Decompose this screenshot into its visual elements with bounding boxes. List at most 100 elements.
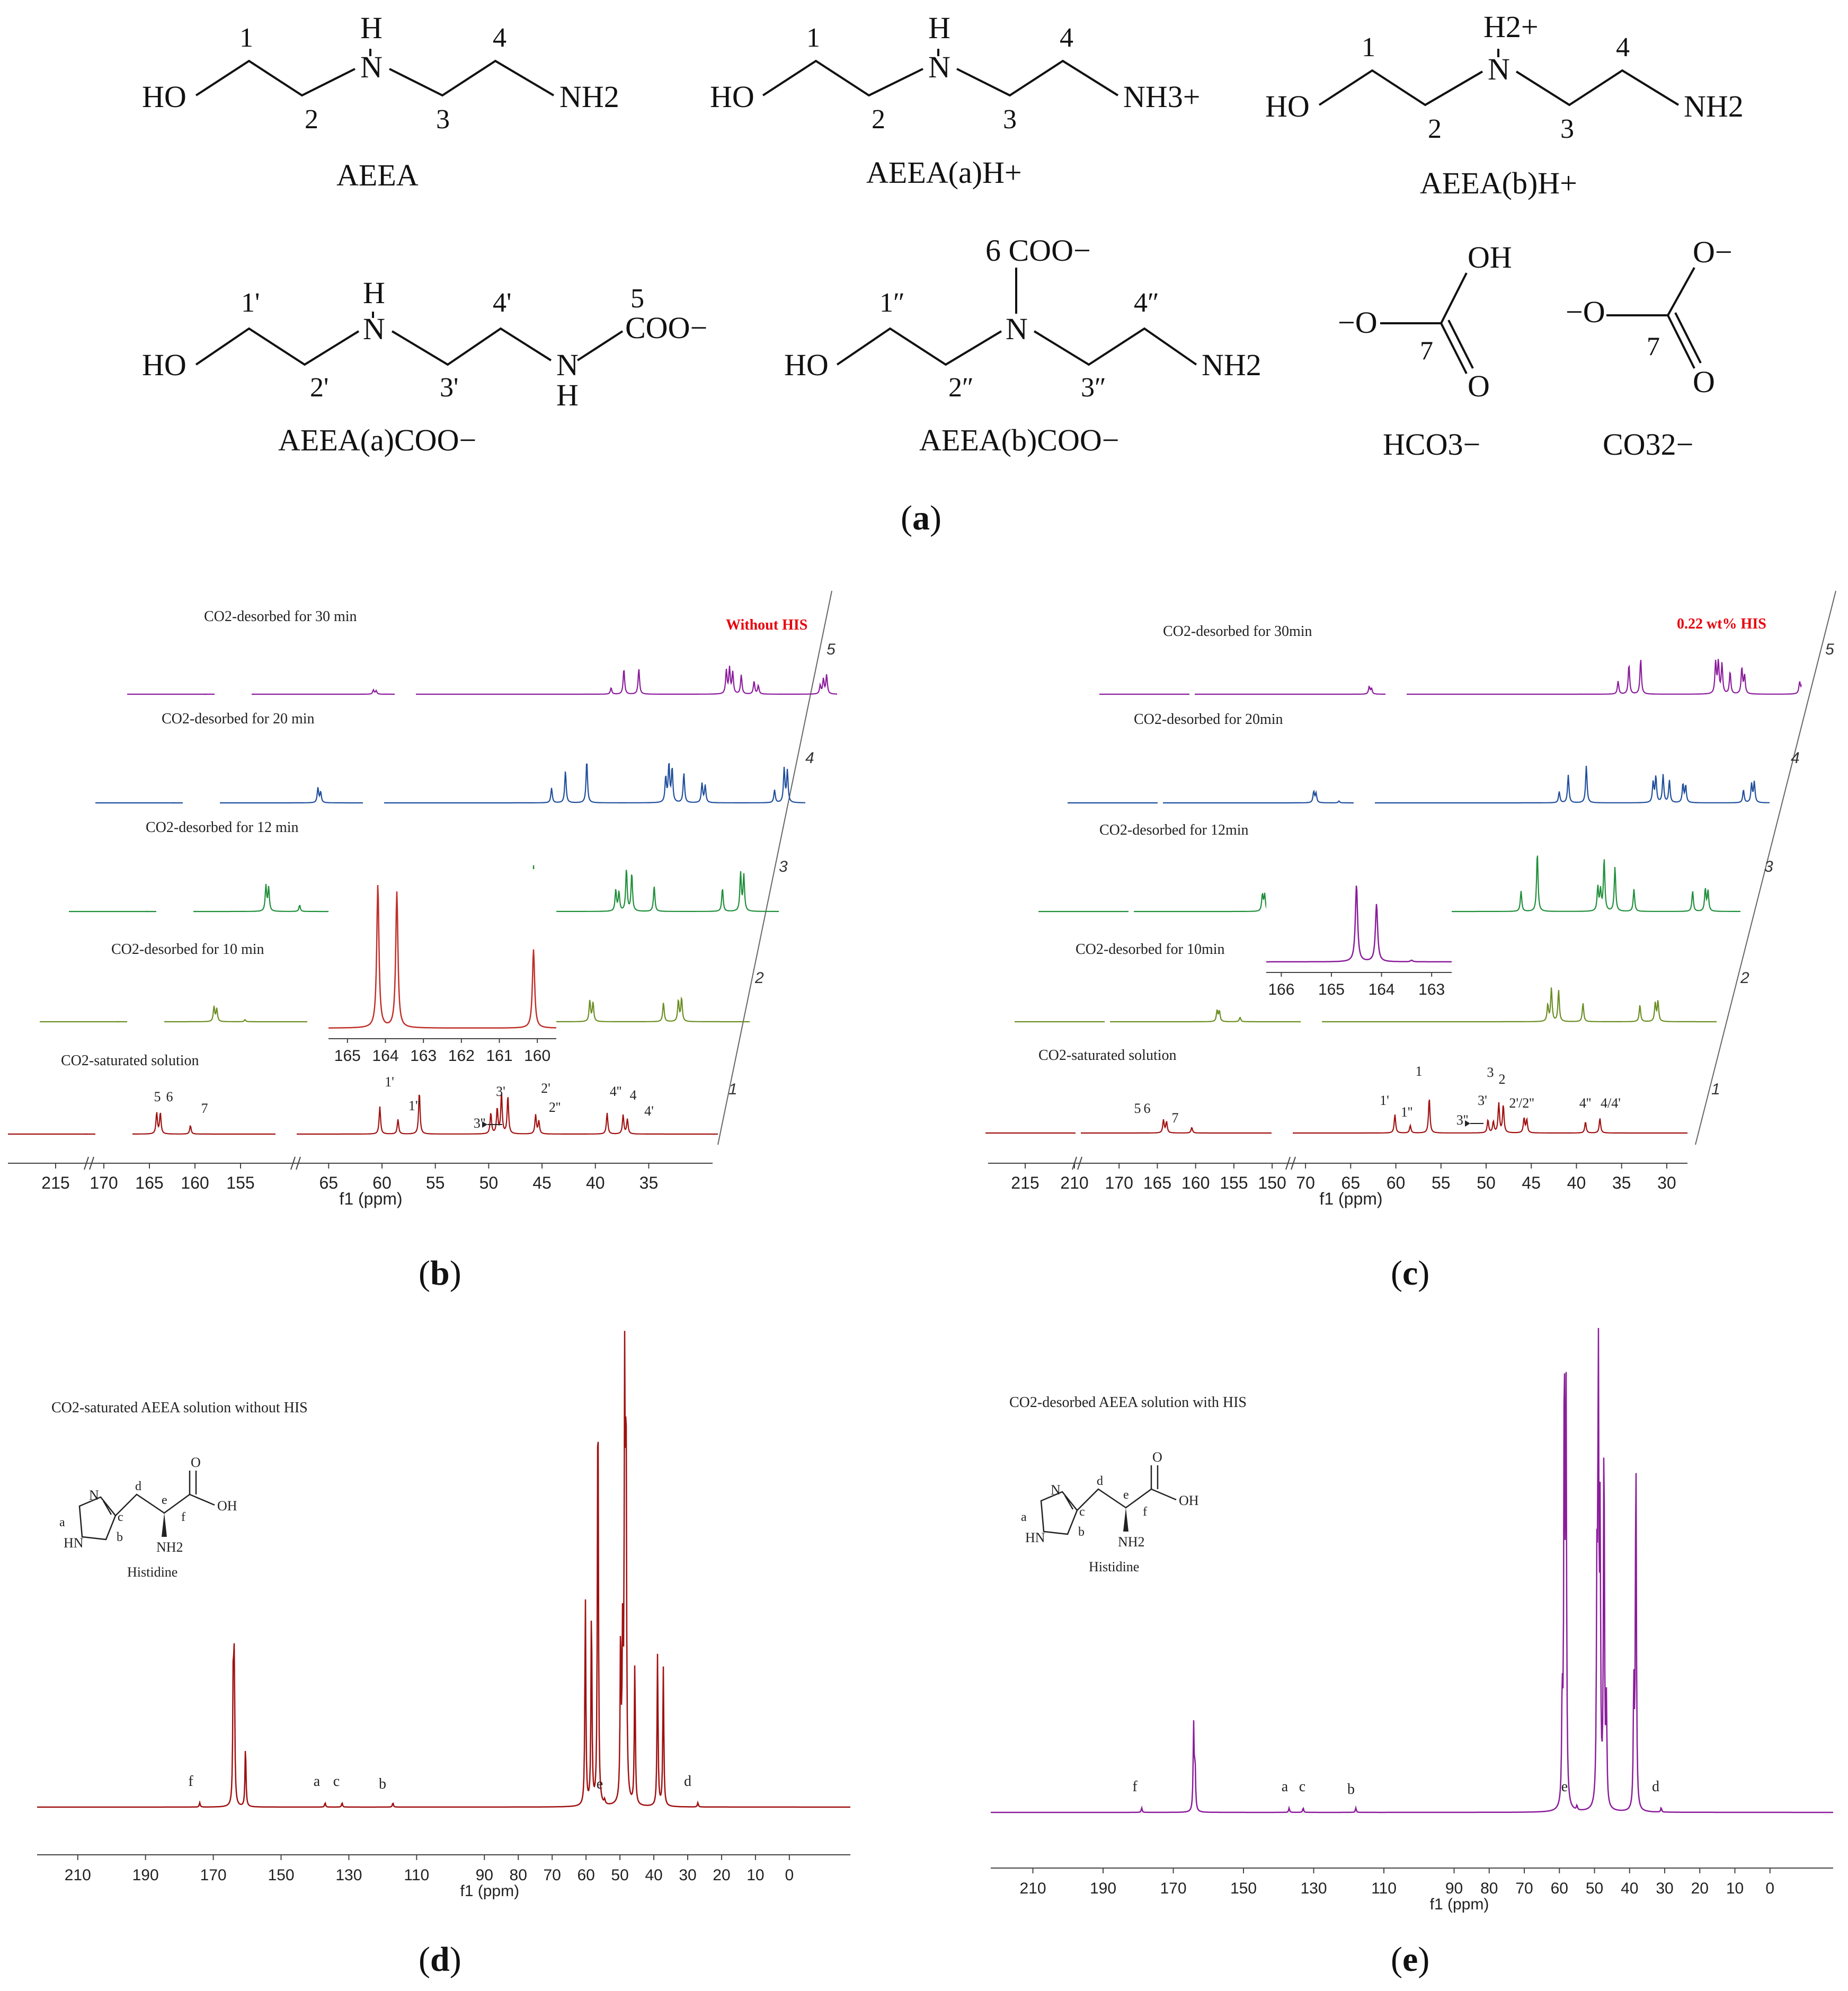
inset-background bbox=[328, 869, 556, 1039]
atom-label: N bbox=[1051, 1482, 1061, 1498]
x-tick-label: 40 bbox=[1621, 1880, 1638, 1897]
atom-label: HN bbox=[1025, 1530, 1045, 1545]
site-label: b bbox=[1078, 1525, 1085, 1539]
structure-aeea-b-coo: HO N 6 COO− NH2 1″ 2″ 3″ 4″ AEEA(b)COO− bbox=[784, 233, 1261, 457]
x-tick-label: 130 bbox=[335, 1866, 362, 1884]
condition-tag: 0.22 wt% HIS bbox=[1677, 616, 1766, 632]
trace-index: 1 bbox=[728, 1081, 738, 1098]
inset-tick-label: 161 bbox=[486, 1047, 512, 1065]
x-tick-label: 20 bbox=[713, 1866, 730, 1884]
x-tick-label: 55 bbox=[1432, 1173, 1451, 1192]
species-name-aeea-a-h: AEEA(a)H+ bbox=[866, 155, 1022, 190]
x-tick-label: 70 bbox=[1515, 1880, 1533, 1897]
spectrum-title: CO2-desorbed AEEA solution with HIS bbox=[1009, 1394, 1247, 1411]
peak-label: 1' bbox=[385, 1074, 394, 1090]
x-tick-label: 190 bbox=[132, 1866, 159, 1884]
x-tick-label: 45 bbox=[1522, 1173, 1541, 1192]
x-tick-label: 60 bbox=[372, 1173, 392, 1192]
spectrum-trace-4 bbox=[1195, 789, 1354, 804]
panel-c-stacked-nmr: 215 210 170 165 160 155 150 70 65 60 55 50 45 40 35 30f… bbox=[985, 590, 1836, 1208]
spectrum-trace-2 bbox=[164, 1005, 307, 1023]
structure-carbonate: −O O− O 7 CO32− bbox=[1566, 235, 1732, 462]
species-name-aeea: AEEA bbox=[336, 158, 419, 192]
peak-label: d bbox=[684, 1773, 691, 1790]
peak-label: f bbox=[188, 1773, 193, 1790]
spectrum-trace-5 bbox=[416, 666, 837, 695]
peak-label: b bbox=[379, 1776, 386, 1792]
locant-5: 5 bbox=[630, 284, 644, 314]
x-tick-label: 80 bbox=[1480, 1880, 1498, 1897]
oh-bond bbox=[1151, 1488, 1177, 1501]
imidazole-ring bbox=[1040, 1491, 1078, 1535]
x-axis-title: f1 (ppm) bbox=[460, 1882, 519, 1900]
trace-index: 2 bbox=[1740, 969, 1749, 987]
peak-label: 6 bbox=[1144, 1101, 1151, 1116]
peak-label: a bbox=[314, 1773, 321, 1790]
spectrum-trace-2 bbox=[1142, 1009, 1301, 1023]
locant-3p: 3' bbox=[440, 373, 458, 403]
panel-label-e: (e) bbox=[1391, 1940, 1430, 1979]
axis-break-mark bbox=[1291, 1156, 1296, 1170]
atom-nh2: NH2 bbox=[1684, 89, 1744, 123]
site-label: a bbox=[1021, 1510, 1027, 1524]
trace-label: CO2-desorbed for 30 min bbox=[204, 608, 357, 625]
structure-aeea: HO N H NH2 1 2 3 4 AEEA bbox=[142, 11, 619, 192]
x-tick-label: 50 bbox=[479, 1173, 499, 1192]
x-tick-label: 35 bbox=[1612, 1173, 1631, 1192]
atom-h: H bbox=[928, 11, 950, 45]
locant-4: 4 bbox=[1060, 23, 1073, 53]
x-tick-label: 165 bbox=[135, 1173, 163, 1192]
imidazole-ring bbox=[78, 1496, 117, 1541]
site-label: c bbox=[1079, 1505, 1085, 1519]
atom-n: N bbox=[1488, 52, 1510, 86]
peak-label: 7 bbox=[201, 1101, 208, 1116]
spectrum-trace-1 bbox=[132, 1112, 276, 1135]
x-tick-label: 40 bbox=[645, 1866, 662, 1884]
inset-tick-label: 163 bbox=[1418, 981, 1445, 998]
atom-o: O bbox=[1468, 369, 1490, 403]
trace-index: 3 bbox=[779, 858, 788, 875]
x-tick-label: 20 bbox=[1691, 1880, 1709, 1897]
structure-aeea-a-coo: HO N H N H COO− 1' 2' 3' 4' 5 AEEA(a)COO… bbox=[142, 276, 707, 457]
trace-index: 1 bbox=[1711, 1081, 1720, 1098]
site-label: c bbox=[118, 1510, 123, 1524]
peak-label: 1'' bbox=[1401, 1104, 1412, 1120]
atom-h2: H2+ bbox=[1483, 10, 1539, 44]
inset-tick-label: 164 bbox=[1369, 981, 1395, 998]
atom-label: N bbox=[89, 1488, 99, 1503]
inset-trace bbox=[1266, 886, 1452, 963]
spectrum-trace-5 bbox=[1407, 659, 1802, 695]
locant-1pp: 1″ bbox=[879, 288, 905, 318]
atom-ho: HO bbox=[710, 79, 754, 114]
species-name-aeea-a-coo: AEEA(a)COO− bbox=[278, 423, 476, 457]
axis-break-mark bbox=[290, 1156, 296, 1170]
peak-label: d bbox=[1652, 1778, 1659, 1795]
locant-7: 7 bbox=[1647, 331, 1660, 361]
spectrum-trace-1 bbox=[297, 1094, 718, 1135]
panel-label-c: (c) bbox=[1391, 1254, 1430, 1293]
trace-label: CO2-desorbed for 10min bbox=[1076, 941, 1225, 958]
panel-d-nmr-spectrum: 210 190 170 150 130 110 90 80 70 60 50 40 30 20 10 0 f1 … bbox=[37, 1331, 850, 1900]
x-tick-label: 80 bbox=[510, 1866, 527, 1884]
molecule-name: Histidine bbox=[127, 1564, 177, 1580]
atom-label: NH2 bbox=[156, 1539, 183, 1555]
locant-4p: 4' bbox=[493, 288, 511, 318]
locant-7: 7 bbox=[1420, 335, 1433, 365]
x-tick-label: 215 bbox=[1011, 1173, 1039, 1192]
atom-h: H bbox=[360, 11, 383, 45]
peak-label: a bbox=[1282, 1778, 1289, 1795]
atom-ho: HO bbox=[1265, 89, 1310, 123]
peak-label: 2'/2'' bbox=[1509, 1095, 1534, 1111]
peak-label: 2' bbox=[541, 1081, 550, 1096]
atom-h-b: H bbox=[556, 378, 579, 412]
x-tick-label: 60 bbox=[1551, 1880, 1568, 1897]
x-tick-label: 70 bbox=[543, 1866, 561, 1884]
x-tick-label: 50 bbox=[1586, 1880, 1603, 1897]
inset-tick-label: 165 bbox=[334, 1047, 361, 1065]
x-tick-label: 0 bbox=[785, 1866, 794, 1884]
locant-2: 2 bbox=[305, 104, 318, 135]
x-tick-label: 160 bbox=[1181, 1173, 1210, 1192]
x-tick-label: 150 bbox=[268, 1866, 294, 1884]
oh-bond bbox=[189, 1493, 215, 1506]
